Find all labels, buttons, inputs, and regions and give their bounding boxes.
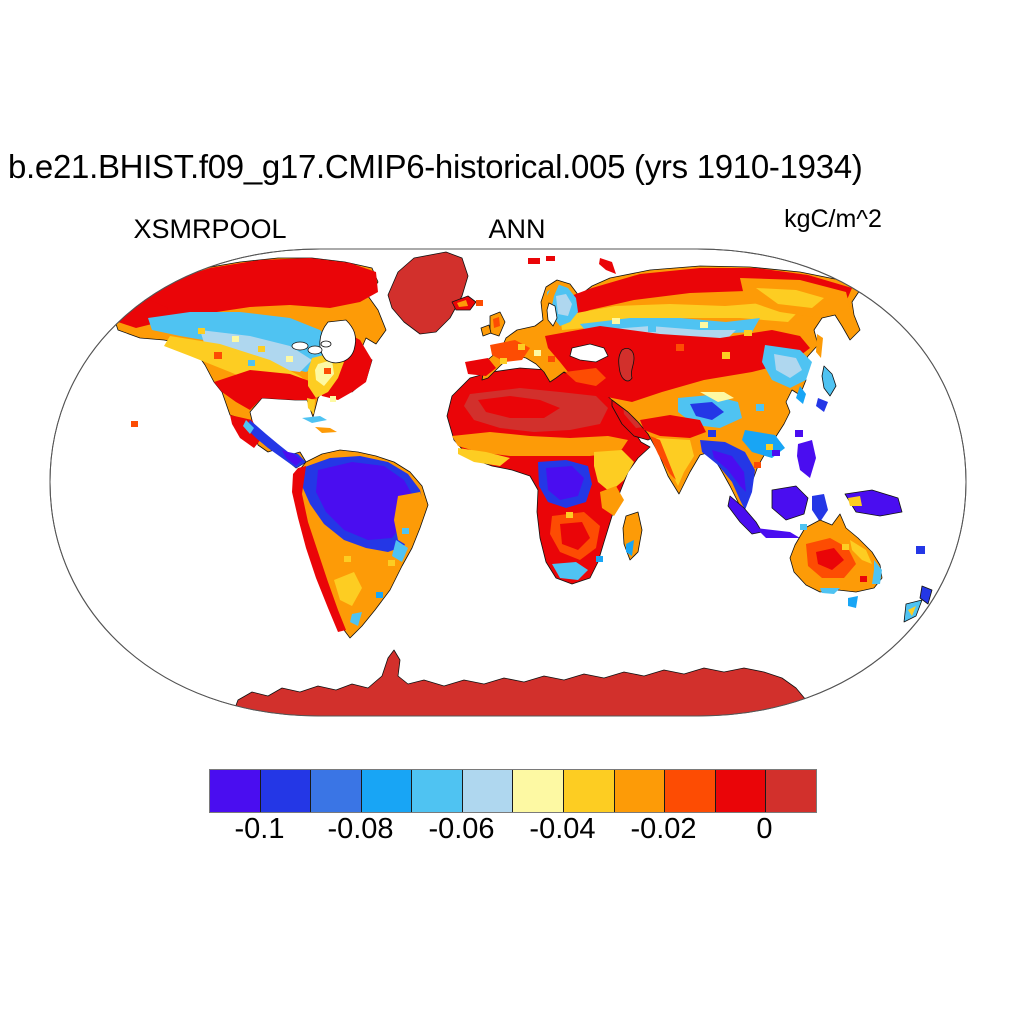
colorbar-cell xyxy=(210,770,260,812)
caspian-sea xyxy=(618,348,635,382)
region-madagascar xyxy=(622,511,643,561)
colorbar-tick-label: -0.04 xyxy=(529,813,596,845)
colorbar-tick-label: -0.08 xyxy=(327,813,394,845)
baltic-sea xyxy=(546,302,558,327)
colorbar-cell xyxy=(461,770,513,812)
colorbar-cell xyxy=(310,770,361,812)
map-border-overlay xyxy=(49,248,967,717)
season-label: ANN xyxy=(488,214,546,244)
variable-label: XSMRPOOL xyxy=(133,214,287,244)
region-africa xyxy=(446,367,651,585)
region-new-zealand xyxy=(903,585,933,623)
colorbar-ticks: -0.1 -0.08 -0.06 -0.04 -0.02 0 xyxy=(209,813,815,849)
region-british-isles xyxy=(480,311,506,337)
colorbar-cell xyxy=(259,770,311,812)
colorbar-tick-label: -0.06 xyxy=(428,813,495,845)
arctic-islands xyxy=(476,256,616,306)
colorbar-cell xyxy=(765,770,816,812)
region-maritime-continent xyxy=(727,430,925,554)
colorbar-tick-label: -0.02 xyxy=(630,813,697,845)
colorbar-cell xyxy=(714,770,766,812)
colorbar-cell xyxy=(664,770,715,812)
black-sea xyxy=(569,343,609,363)
colorbar-tick-label: -0.1 xyxy=(234,813,285,845)
plot-title: b.e21.BHIST.f09_g17.CMIP6-historical.005… xyxy=(8,148,863,185)
region-greenland xyxy=(387,251,469,335)
colorbar-cell xyxy=(563,770,614,812)
region-antarctica xyxy=(231,649,811,716)
region-japan-korea xyxy=(796,334,837,412)
colorbar-cell xyxy=(613,770,665,812)
colorbar-tick-label: 0 xyxy=(756,813,773,845)
region-iceland xyxy=(451,295,477,311)
colorbar-cell xyxy=(512,770,564,812)
raster-specks xyxy=(198,318,867,598)
colorbar-cell xyxy=(411,770,462,812)
colorbar xyxy=(209,769,817,813)
colorbar-cell xyxy=(360,770,412,812)
region-hawaii xyxy=(131,421,138,427)
units-label: kgC/m^2 xyxy=(784,205,882,233)
region-south-america xyxy=(292,449,429,639)
